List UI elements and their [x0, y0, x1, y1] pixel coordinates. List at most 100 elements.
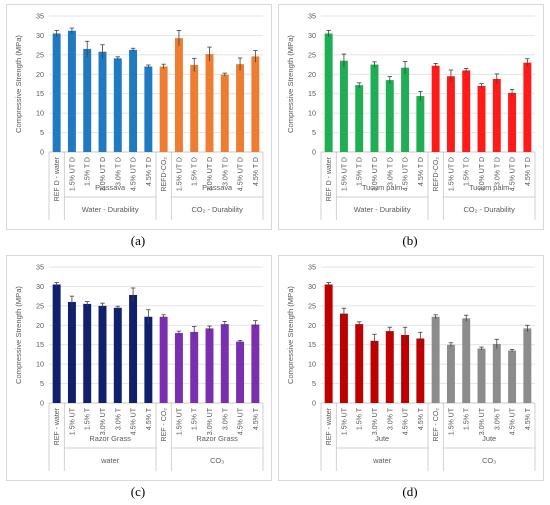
x-tick-label: 4.5% UT D: [238, 157, 245, 191]
group-condition-label: CO₃: [210, 456, 224, 465]
panel-caption-b: (b): [402, 233, 418, 248]
bar: [508, 92, 517, 152]
bar: [492, 343, 501, 403]
y-tick-label: 20: [36, 70, 44, 79]
y-tick-label: 30: [308, 282, 316, 291]
group-fiber-label: Piassava: [95, 183, 126, 192]
group-condition-label: water: [100, 456, 120, 465]
group-condition-label: Water - Durability: [82, 205, 139, 214]
bar: [385, 331, 394, 403]
y-tick-label: 15: [36, 89, 44, 98]
bar: [324, 33, 333, 152]
x-tick-label: REFD-CO₂: [161, 157, 168, 192]
x-tick-label: 1.5% T: [357, 407, 364, 430]
x-tick-label: 1.5% T: [85, 407, 92, 430]
x-tick-label: 3.0% T D: [222, 157, 229, 186]
x-tick-label: 3.0% T: [222, 407, 229, 430]
x-tick-label: 3.0% T D: [494, 157, 501, 186]
y-tick-label: 0: [312, 148, 316, 157]
y-tick-label: 25: [36, 301, 44, 310]
x-tick-label: REF D - water: [54, 156, 61, 201]
x-tick-label: 4.5% T D: [146, 157, 153, 186]
x-tick-label: 4.5% UT: [131, 407, 138, 435]
x-tick-label: 4.5% UT: [403, 407, 410, 435]
bar: [462, 70, 471, 152]
bar: [236, 64, 245, 152]
bar: [446, 344, 455, 403]
bar: [67, 30, 76, 152]
x-tick-label: 3.0% UT D: [372, 157, 379, 191]
x-tick-label: REF - water: [326, 407, 333, 445]
y-axis-title: Compressive Strength (MPa): [14, 286, 23, 384]
bar: [370, 64, 379, 152]
x-tick-label: 1.5% UT: [341, 407, 348, 435]
y-tick-label: 35: [36, 12, 44, 21]
y-tick-label: 0: [40, 399, 44, 408]
y-tick-label: 25: [308, 301, 316, 310]
y-tick-label: 10: [308, 109, 316, 118]
bar: [462, 318, 471, 403]
x-tick-label: 1.5% UT: [448, 407, 455, 435]
bar: [52, 284, 61, 403]
x-tick-label: 1.5% T: [192, 407, 199, 430]
x-tick-label: 3.0% T D: [387, 157, 394, 186]
x-tick-label: 3.0% UT D: [100, 157, 107, 191]
bar: [220, 74, 229, 152]
chart-panel-b: 0 5 10 15 20 25 30 35 Compressive Strength (MPa)…: [278, 4, 544, 230]
bar: [52, 33, 61, 152]
bar: [67, 301, 76, 403]
bar: [159, 316, 168, 403]
y-axis-title: Compressive Strength (MPa): [14, 35, 23, 133]
x-tick-label: 4.5% T: [418, 407, 425, 430]
y-tick-label: 20: [308, 321, 316, 330]
x-tick-label: REF - water: [54, 407, 61, 445]
bar: [113, 58, 122, 152]
y-tick-label: 35: [308, 263, 316, 272]
bar: [416, 338, 425, 403]
bar: [205, 328, 214, 403]
bar-chart-d: 0 5 10 15 20 25 30 35 Compressive Strength (MPa)…: [286, 263, 536, 471]
y-tick-label: 30: [36, 31, 44, 40]
x-tick-label: 3.0% T: [115, 407, 122, 430]
x-tick-label: 4.5% T: [253, 407, 260, 430]
bar: [523, 328, 532, 403]
x-tick-label: 1.5% UT: [176, 407, 183, 435]
y-tick-label: 20: [308, 70, 316, 79]
x-tick-label: 3.0% UT D: [207, 157, 214, 191]
panel-caption-a: (a): [130, 233, 146, 248]
bar: [477, 348, 486, 403]
x-tick-label: REF - CO₂: [433, 408, 440, 442]
bar: [251, 324, 260, 403]
x-tick-label: 1.5% T D: [85, 157, 92, 186]
bar: [401, 335, 410, 403]
bar: [508, 350, 517, 403]
x-tick-label: 1.5% T D: [357, 157, 364, 186]
x-tick-label: 4.5% T D: [253, 157, 260, 186]
x-tick-label: 3.0% T D: [115, 157, 122, 186]
y-axis-title: Compressive Strength (MPa): [286, 286, 295, 384]
y-tick-label: 30: [308, 31, 316, 40]
y-tick-label: 10: [36, 109, 44, 118]
bar: [159, 66, 168, 152]
x-tick-label: 1.5% UT D: [341, 157, 348, 191]
y-tick-label: 5: [40, 128, 44, 137]
group-fiber-label: Piassava: [202, 183, 233, 192]
bar: [190, 64, 199, 152]
x-tick-label: 4.5% T: [525, 407, 532, 430]
bar: [477, 85, 486, 152]
group-condition-label: water: [372, 456, 392, 465]
x-tick-label: 3.0% T: [494, 407, 501, 430]
bar-chart-b: 0 5 10 15 20 25 30 35 Compressive Strength (MPa)…: [286, 12, 536, 220]
y-tick-label: 15: [308, 340, 316, 349]
bar: [144, 316, 153, 403]
x-tick-label: 3.0% UT: [100, 407, 107, 435]
bar: [236, 341, 245, 403]
x-tick-label: 4.5% T D: [525, 157, 532, 186]
x-tick-label: 1.5% UT D: [69, 157, 76, 191]
y-tick-label: 35: [308, 12, 316, 21]
y-tick-label: 0: [40, 148, 44, 157]
y-tick-label: 15: [308, 89, 316, 98]
group-condition-label: CO₂ - Durability: [463, 205, 515, 214]
y-axis-title: Compressive Strength (MPa): [286, 35, 295, 133]
